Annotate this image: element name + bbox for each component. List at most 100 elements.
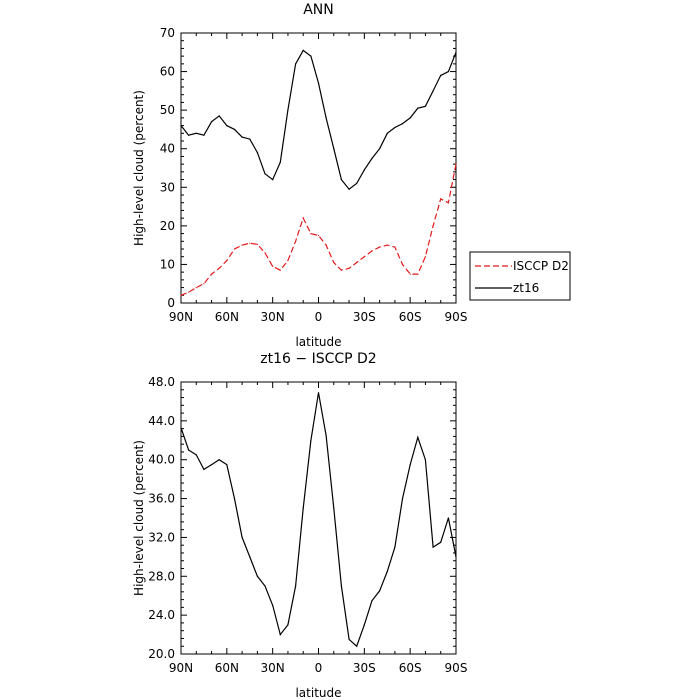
data-point	[317, 82, 320, 84]
data-point	[241, 244, 243, 246]
data-point	[195, 132, 197, 134]
data-point	[302, 49, 304, 52]
data-point	[295, 585, 297, 587]
data-point	[356, 261, 358, 264]
data-point	[455, 556, 457, 558]
series-line-difference	[180, 392, 457, 648]
x-axis-label: latitude	[295, 686, 341, 700]
data-point	[348, 188, 350, 190]
data-point	[203, 283, 205, 285]
legend-label: zt16	[513, 281, 539, 295]
data-point	[211, 273, 213, 275]
plot-frame	[180, 381, 457, 655]
series-line-isccp-d2	[180, 163, 457, 296]
y-tick-label: 0	[167, 296, 175, 310]
data-point	[218, 115, 220, 117]
y-tick-label: 60	[160, 65, 175, 79]
data-point	[310, 55, 312, 57]
data-point	[447, 202, 449, 204]
data-point	[386, 570, 388, 573]
data-point	[317, 392, 320, 394]
data-point	[325, 117, 327, 119]
data-point	[417, 107, 419, 109]
data-point	[401, 498, 404, 500]
y-tick-label: 20	[160, 219, 175, 233]
data-point	[256, 152, 258, 154]
data-point	[386, 244, 388, 246]
data-point	[394, 246, 396, 248]
data-point	[432, 90, 434, 92]
data-point	[325, 244, 327, 246]
data-point	[409, 464, 411, 466]
data-point	[279, 634, 281, 636]
y-tick-label: 40.0	[148, 453, 175, 467]
top-chart-ann: ANN 90N 60N 30N 0 30S 60S 90S 0 10 20 30 40 50 60 70 lat…	[132, 2, 571, 349]
data-point	[424, 105, 426, 107]
y-tick-label: 36.0	[148, 492, 175, 506]
data-point	[256, 575, 258, 577]
data-point	[249, 242, 251, 244]
data-point	[287, 624, 289, 626]
data-point	[226, 464, 228, 466]
data-point	[195, 454, 197, 456]
y-tick-label: 70	[160, 26, 175, 40]
y-tick-label: 30	[160, 180, 175, 194]
x-tick-label: 60S	[399, 310, 422, 324]
data-point	[333, 261, 335, 264]
data-point	[249, 138, 251, 140]
data-point	[386, 132, 388, 134]
x-tick-label: 60S	[399, 661, 422, 675]
data-point	[310, 439, 312, 441]
x-tick-label: 90N	[169, 310, 193, 324]
data-point	[379, 590, 381, 592]
data-point	[264, 173, 266, 175]
data-point	[226, 125, 228, 127]
data-point	[233, 248, 236, 250]
data-point	[195, 287, 197, 289]
data-point	[188, 291, 190, 293]
x-tick-label: 90N	[169, 661, 193, 675]
y-axis-label: High-level cloud (percent)	[132, 90, 146, 246]
data-point	[409, 273, 411, 275]
data-point	[188, 134, 190, 136]
data-point	[447, 71, 449, 73]
data-point	[432, 225, 434, 227]
data-point	[180, 125, 182, 127]
data-point	[287, 260, 289, 262]
data-point	[394, 126, 396, 129]
chart-title: ANN	[303, 2, 334, 18]
legend-box	[469, 251, 571, 301]
data-point	[424, 256, 426, 258]
x-tick-label: 0	[315, 661, 323, 675]
y-tick-label: 50	[160, 103, 175, 117]
data-point	[241, 536, 243, 539]
chart-title: zt16 − ISCCP D2	[260, 351, 376, 367]
data-point	[287, 109, 289, 111]
data-point	[363, 169, 365, 171]
data-point	[325, 434, 327, 436]
data-point	[203, 468, 205, 470]
series-line-zt16	[180, 49, 457, 191]
data-point	[233, 498, 236, 500]
data-point	[241, 136, 243, 138]
data-point	[218, 267, 220, 269]
data-point	[340, 269, 342, 271]
x-tick-label: 30N	[261, 310, 285, 324]
data-point	[180, 294, 182, 296]
data-point	[226, 260, 228, 262]
data-point	[440, 541, 442, 543]
data-point	[371, 157, 373, 159]
data-point	[440, 198, 442, 200]
data-point	[363, 624, 365, 626]
data-point	[440, 74, 442, 76]
data-point	[264, 585, 266, 587]
data-point	[363, 256, 365, 258]
data-point	[371, 600, 373, 602]
data-point	[249, 556, 251, 558]
y-axis-label: High-level cloud (percent)	[132, 440, 146, 596]
x-tick-label: 60N	[215, 661, 239, 675]
data-point	[233, 128, 236, 130]
data-point	[211, 464, 213, 466]
y-tick-label: 10	[160, 257, 175, 271]
